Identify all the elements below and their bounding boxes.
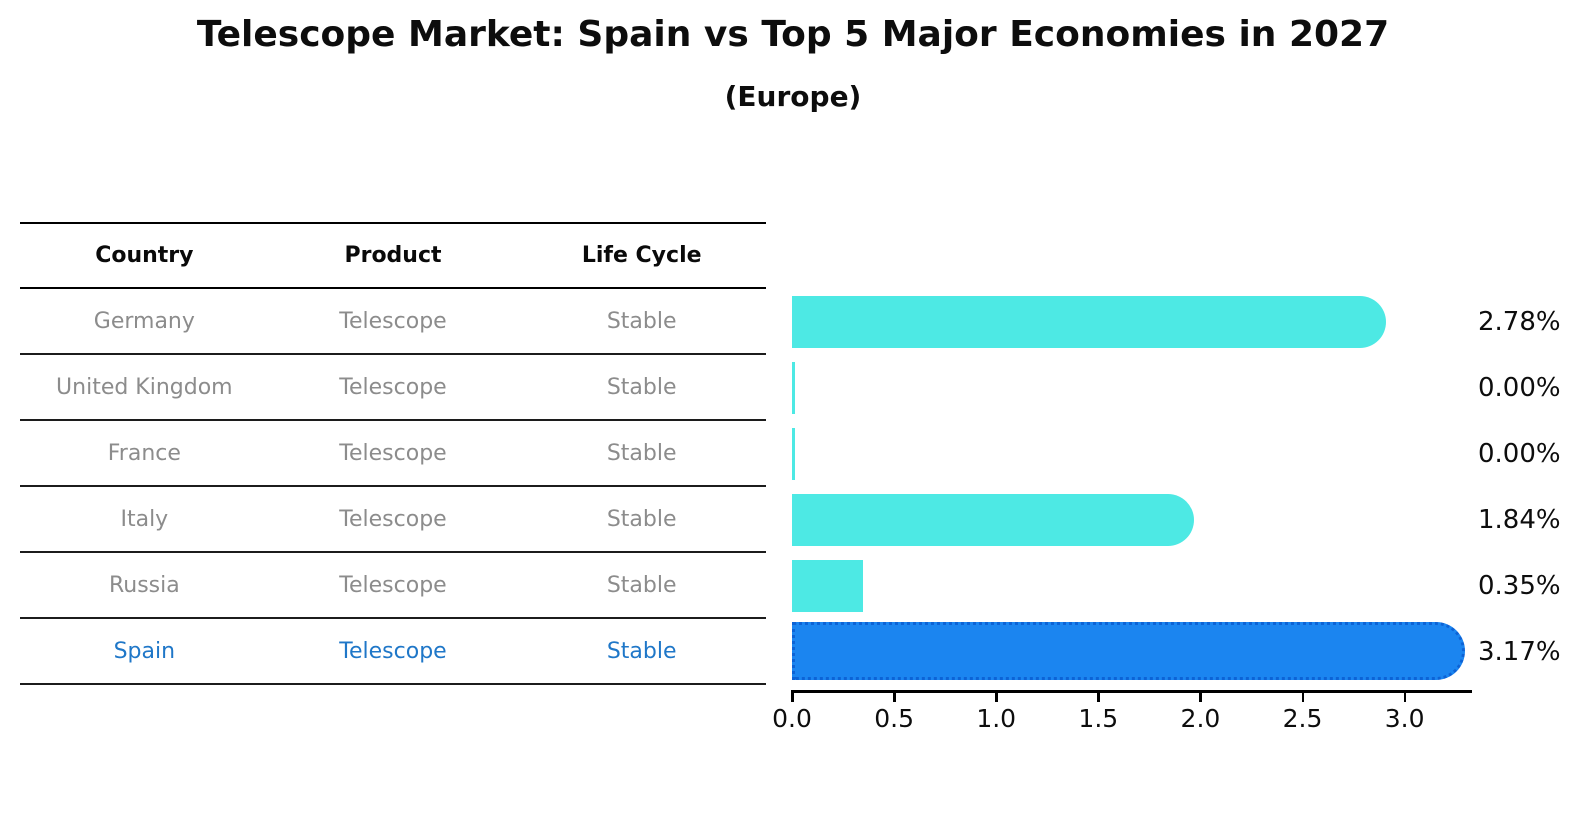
x-tick-mark	[995, 693, 998, 702]
cell-country: Spain	[113, 638, 176, 664]
bar-spain	[792, 622, 1466, 680]
bar-band	[792, 553, 1470, 619]
table-row: Spain Telescope Stable	[20, 619, 766, 685]
table-body: Germany Telescope Stable United Kingdom Tele…	[20, 289, 766, 685]
x-tick-mark	[1199, 693, 1202, 702]
bar-value-label: 1.84%	[1478, 505, 1561, 535]
table-row: United Kingdom Telescope Stable	[20, 355, 766, 421]
bar-italy	[792, 494, 1194, 546]
x-tick-mark	[1301, 693, 1305, 702]
cell-life-cycle: Stable	[606, 572, 677, 598]
x-tick-mark	[1097, 693, 1100, 702]
x-tick-label: 1.0	[976, 704, 1017, 733]
x-tick-mark	[1403, 693, 1407, 702]
cell-product: Telescope	[339, 572, 447, 598]
table-header-row: Country Product Life Cycle	[20, 222, 766, 289]
column-header-product: Product	[344, 243, 442, 268]
cell-life-cycle: Stable	[606, 308, 677, 334]
x-tick-label: 1.5	[1078, 704, 1119, 733]
cell-life-cycle: Stable	[606, 506, 677, 532]
x-tick-label: 2.5	[1282, 704, 1323, 733]
bar-united-kingdom	[792, 362, 795, 414]
bar-band	[792, 619, 1470, 685]
table-row: Germany Telescope Stable	[20, 289, 766, 355]
x-tick-label: 0.5	[874, 704, 914, 733]
x-tick-label: 3.0	[1384, 704, 1425, 733]
x-tick-label: 0.0	[772, 704, 812, 733]
bar-value-label: 3.17%	[1478, 637, 1561, 667]
country-table: Country Product Life Cycle Germany Telesc…	[20, 222, 766, 685]
chart-title: Telescope Market: Spain vs Top 5 Major E…	[196, 14, 1390, 55]
column-header-life-cycle: Life Cycle	[581, 243, 702, 268]
cell-country: Italy	[120, 506, 169, 532]
chart-subtitle: (Europe)	[724, 80, 862, 113]
cell-country: Germany	[93, 308, 195, 334]
bar-band	[792, 421, 1470, 487]
bar-germany	[792, 296, 1386, 348]
bar-value-label: 2.78%	[1478, 307, 1561, 337]
bar-band	[792, 355, 1470, 421]
bar-russia	[792, 560, 864, 612]
cell-life-cycle: Stable	[606, 374, 677, 400]
x-axis-line	[791, 690, 1472, 693]
cell-life-cycle: Stable	[606, 638, 677, 664]
cell-product: Telescope	[339, 308, 447, 334]
cell-product: Telescope	[339, 440, 447, 466]
bar-value-label: 0.35%	[1478, 571, 1561, 601]
bar-france	[792, 428, 795, 480]
cell-country: France	[107, 440, 181, 466]
bar-band	[792, 487, 1470, 553]
table-row: Italy Telescope Stable	[20, 487, 766, 553]
cell-country: Russia	[108, 572, 180, 598]
cell-country: United Kingdom	[56, 374, 233, 400]
cell-product: Telescope	[339, 374, 447, 400]
x-tick-label: 2.0	[1180, 704, 1221, 733]
x-tick-mark	[893, 693, 896, 702]
cell-product: Telescope	[339, 638, 447, 664]
table-row: Russia Telescope Stable	[20, 553, 766, 619]
bar-value-label: 0.00%	[1478, 439, 1561, 469]
x-tick-mark	[791, 693, 794, 702]
cell-product: Telescope	[339, 506, 447, 532]
bar-band	[792, 289, 1470, 355]
column-header-country: Country	[95, 243, 194, 268]
table-row: France Telescope Stable	[20, 421, 766, 487]
bar-value-label: 0.00%	[1478, 373, 1561, 403]
cell-life-cycle: Stable	[606, 440, 677, 466]
